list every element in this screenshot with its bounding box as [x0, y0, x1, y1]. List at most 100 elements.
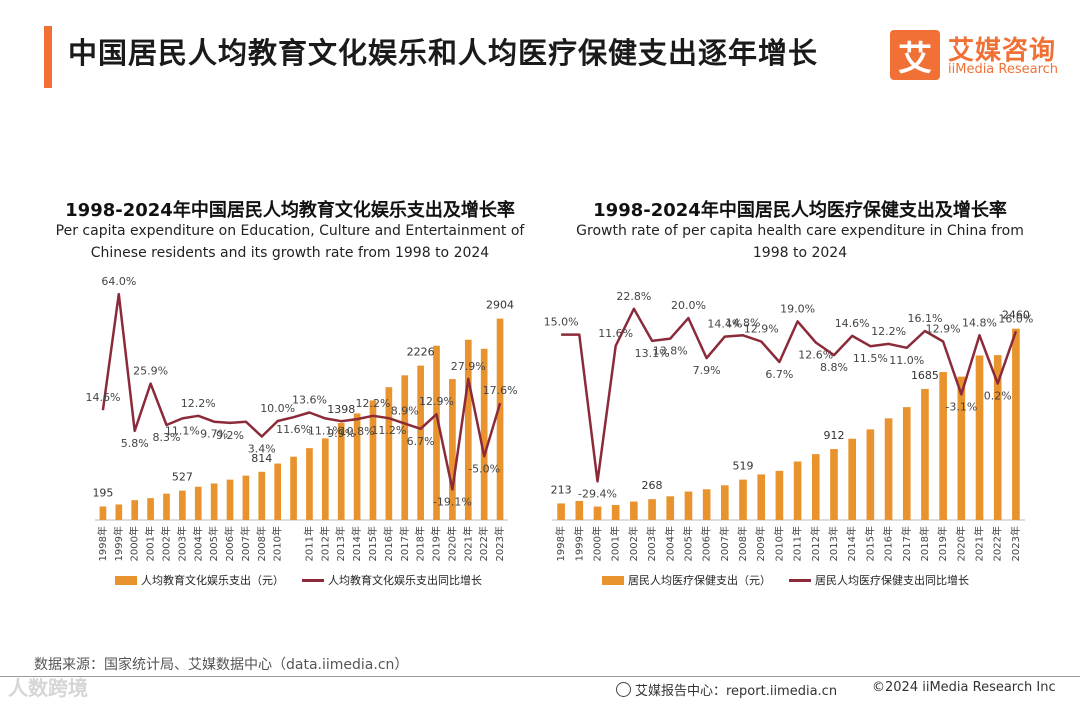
growth-rate-label: 11.0% — [889, 354, 924, 367]
x-tick-label: 2010年 — [772, 526, 785, 561]
legend-bar-label: 人均教育文化娱乐支出（元） — [141, 574, 284, 587]
bar — [417, 365, 424, 520]
growth-rate-label: 9.2% — [216, 429, 244, 442]
bar — [902, 407, 911, 520]
x-tick-label: 2015年 — [863, 526, 876, 561]
x-tick-label: 2001年 — [609, 526, 622, 561]
growth-rate-label: 20.0% — [671, 299, 706, 312]
bar — [369, 400, 377, 520]
bar-value-label: 213 — [551, 483, 572, 496]
growth-rate-label: 12.2% — [871, 325, 906, 338]
growth-rate-label: 12.6% — [798, 349, 833, 362]
bar — [449, 379, 456, 520]
bar — [993, 355, 1002, 520]
growth-rate-label: 25.9% — [133, 365, 168, 378]
bar — [557, 503, 565, 520]
growth-rate-label: -19.1% — [433, 495, 472, 508]
growth-rate-label: 9.7% — [200, 428, 228, 441]
legend-bar-swatch — [115, 575, 137, 585]
growth-rate-label: 8.8% — [820, 361, 848, 374]
growth-rate-label: -3.1% — [945, 400, 977, 413]
bar — [401, 375, 409, 520]
growth-rate-label: 13.8% — [653, 345, 688, 358]
right-chart: 213 268 519 912 1685 2460 15.0% -29.4% 11.6% 22.8… — [544, 290, 1034, 562]
x-tick-label: 2019年 — [936, 526, 949, 561]
left-chart-subtitle-2: Chinese residents and its growth rate fr… — [90, 245, 490, 261]
growth-rate-label: 12.2% — [356, 397, 391, 410]
bar-value-label: 2460 — [1002, 309, 1030, 322]
bar — [210, 483, 218, 520]
growth-rate-label: 16.0% — [998, 312, 1033, 325]
growth-line — [101, 292, 502, 491]
x-tick-label: 1999年 — [572, 526, 585, 561]
bar — [666, 496, 675, 520]
growth-rate-label: 11.6% — [276, 423, 311, 436]
bar-value-label: 2226 — [407, 346, 435, 359]
x-tick-label: 2019年 — [430, 526, 443, 561]
bar — [1012, 328, 1020, 520]
growth-rate-label: 8.3% — [153, 431, 181, 444]
bar — [702, 489, 711, 520]
bar — [684, 491, 693, 520]
growth-rate-label: 22.8% — [616, 290, 651, 303]
bar — [793, 461, 802, 520]
legend-bar-swatch — [602, 575, 624, 585]
logo-en-text: iiMedia Research — [948, 62, 1059, 77]
x-tick-label: 2007年 — [718, 526, 731, 561]
bar — [99, 506, 107, 520]
bar-value-label: 268 — [642, 479, 663, 492]
x-tick-label: 2009年 — [754, 526, 767, 561]
growth-rate-label: 14.6% — [835, 317, 870, 330]
x-tick-label: 2012年 — [318, 526, 331, 561]
bar — [848, 438, 856, 520]
bar — [385, 387, 393, 520]
x-tick-label: 2020年 — [954, 526, 967, 561]
growth-rate-label: 11.1% — [165, 424, 200, 437]
x-tick-label: 2022年 — [991, 526, 1004, 561]
growth-rate-label: 11.6% — [598, 327, 633, 340]
legend-bar-label: 居民人均医疗保健支出（元） — [628, 574, 771, 587]
growth-rate-label: 7.9% — [693, 364, 721, 377]
growth-rate-label: 6.7% — [407, 435, 435, 448]
bar — [131, 500, 139, 520]
growth-rate-label: 8.9% — [391, 405, 419, 418]
growth-rate-label: 5.8% — [121, 437, 149, 450]
bar — [290, 456, 297, 520]
x-tick-label: 2005年 — [207, 526, 220, 561]
growth-rate-label: 0.2% — [984, 390, 1012, 403]
bar — [939, 372, 947, 520]
bar — [179, 490, 186, 520]
x-tick-label: 2016年 — [882, 526, 895, 561]
bar — [147, 498, 154, 520]
x-tick-label: 2023年 — [493, 526, 506, 561]
bar-value-label: 527 — [172, 471, 193, 484]
x-tick-label: 2012年 — [809, 526, 822, 561]
growth-rate-label: 10.0% — [260, 402, 295, 415]
growth-rate-label: 64.0% — [101, 275, 136, 288]
x-tick-label: 2010年 — [271, 526, 284, 561]
bar — [575, 500, 584, 520]
x-tick-label: 2014年 — [845, 526, 858, 561]
x-tick-label: 2014年 — [350, 526, 363, 561]
bar-value-label: 912 — [823, 429, 844, 442]
growth-rate-label: 11.2% — [371, 424, 406, 437]
left-chart-title: 1998-2024年中国居民人均教育文化娱乐支出及增长率 — [65, 200, 515, 221]
bar — [496, 318, 504, 520]
bar — [353, 413, 361, 520]
bar — [721, 485, 729, 520]
x-tick-label: 2003年 — [175, 526, 188, 561]
right-legend: 居民人均医疗保健支出（元） 居民人均医疗保健支出同比增长 — [602, 572, 969, 588]
footer-report[interactable]: 艾媒报告中心：report.iimedia.cn — [616, 680, 837, 699]
bar — [464, 339, 472, 520]
x-tick-label: 2015年 — [366, 526, 379, 561]
title-accent-bar — [44, 26, 52, 88]
bar-value-label: 195 — [92, 486, 113, 499]
bar — [957, 376, 966, 520]
growth-rate-label: 12.9% — [926, 323, 961, 336]
x-tick-label: 2011年 — [302, 526, 315, 561]
x-tick-label: 2000年 — [128, 526, 141, 561]
growth-rate-label: 10.8% — [340, 425, 375, 438]
left-legend: 人均教育文化娱乐支出（元） 人均教育文化娱乐支出同比增长 — [115, 572, 482, 588]
growth-rate-label: 11.5% — [853, 352, 888, 365]
growth-rate-label: -5.0% — [468, 462, 500, 475]
